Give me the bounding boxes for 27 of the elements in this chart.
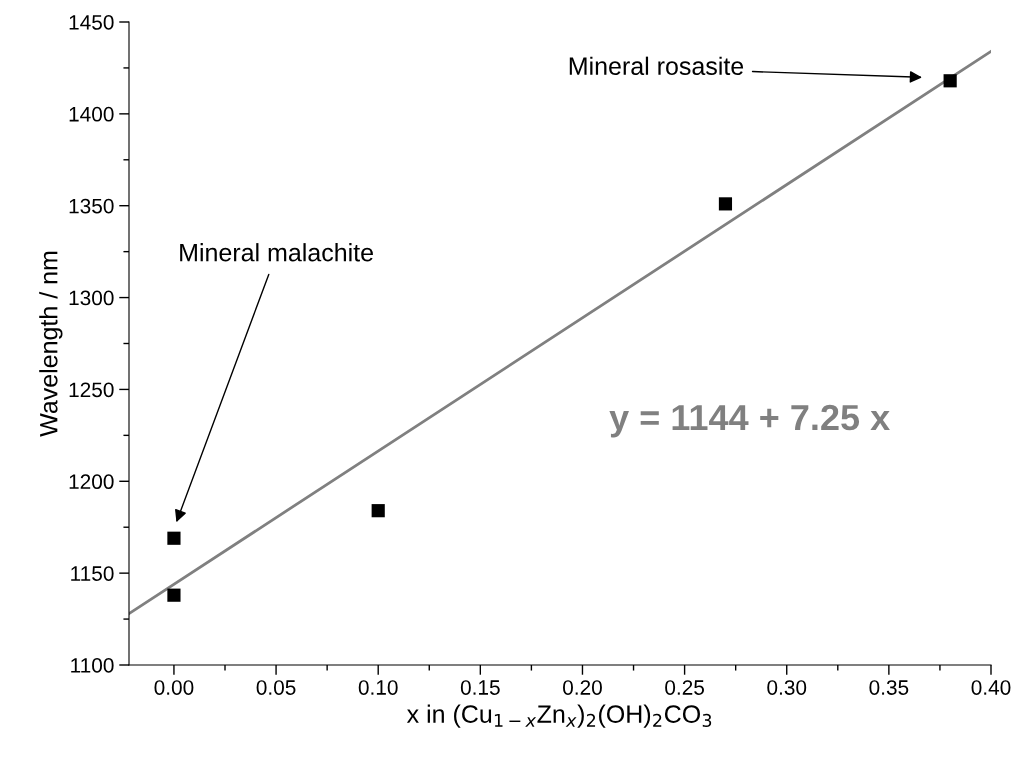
x-tick-label: 0.20 [563,680,602,695]
point [167,531,181,545]
text: x in (Cu$_{1−x}$Zn$_{x}$)$_{2}$(OH)$_{2}$CO$_{3}$ [406,704,712,728]
x-tick-label: 0.30 [767,680,807,695]
x-tick-label: 0.05 [256,680,296,695]
y-tick-label: 1200 [69,474,114,490]
point [943,74,957,88]
y-tick-label: 1300 [69,290,114,306]
y-tick-label: 1400 [69,106,114,122]
point [718,197,733,211]
annotation: Mineral malachite [180,243,373,262]
x-tick-label: 0.00 [154,680,194,695]
annotation: Mineral rosasite [569,56,744,76]
x-tick-label: 0.15 [460,680,500,695]
y-tick-label: 1450 [69,15,114,30]
point [167,588,181,602]
y-tick-label: 1250 [69,382,114,398]
y-tick-label: 1100 [71,658,114,673]
y-axis-title: Wavelength / nm [39,251,63,437]
point [371,504,385,518]
x-tick-label: 0.10 [358,680,398,695]
y-tick-label: 1350 [69,198,114,214]
x-tick-label: 0.40 [971,680,1011,695]
x-tick-label: 0.25 [665,680,704,695]
x-tick-label: 0.35 [869,680,909,695]
annotation: y = 1144 + 7.25 x [609,404,890,438]
y-tick-label: 1150 [71,566,114,581]
